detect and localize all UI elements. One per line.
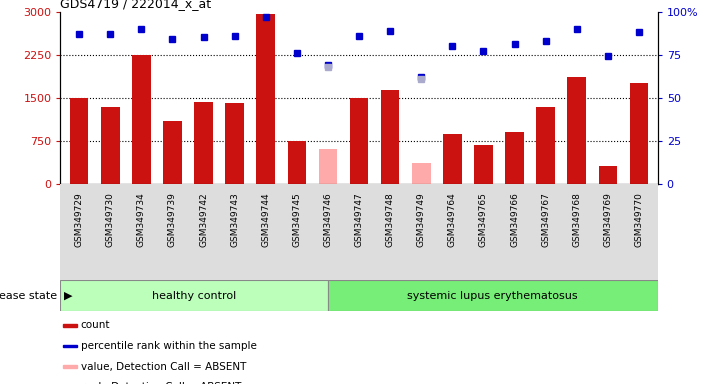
Bar bbox=[63, 344, 77, 348]
Text: rank, Detection Call = ABSENT: rank, Detection Call = ABSENT bbox=[81, 382, 241, 384]
Bar bbox=[443, 134, 461, 184]
Text: count: count bbox=[81, 320, 110, 330]
Bar bbox=[350, 98, 368, 184]
Text: GSM349744: GSM349744 bbox=[261, 192, 270, 247]
Text: GSM349770: GSM349770 bbox=[634, 192, 643, 247]
Bar bbox=[412, 163, 431, 184]
Text: GSM349749: GSM349749 bbox=[417, 192, 426, 247]
Bar bbox=[319, 149, 337, 184]
Bar bbox=[474, 145, 493, 184]
Text: percentile rank within the sample: percentile rank within the sample bbox=[81, 341, 257, 351]
Bar bbox=[287, 141, 306, 184]
Text: GSM349734: GSM349734 bbox=[137, 192, 146, 247]
Bar bbox=[132, 55, 151, 184]
Bar bbox=[630, 83, 648, 184]
Bar bbox=[536, 107, 555, 184]
Bar bbox=[506, 132, 524, 184]
Text: GSM349747: GSM349747 bbox=[355, 192, 363, 247]
Text: GSM349748: GSM349748 bbox=[385, 192, 395, 247]
Text: GDS4719 / 222014_x_at: GDS4719 / 222014_x_at bbox=[60, 0, 212, 10]
Bar bbox=[163, 121, 182, 184]
Text: GSM349769: GSM349769 bbox=[604, 192, 612, 247]
Text: GSM349743: GSM349743 bbox=[230, 192, 239, 247]
Text: GSM349768: GSM349768 bbox=[572, 192, 582, 247]
Text: GSM349745: GSM349745 bbox=[292, 192, 301, 247]
Text: GSM349746: GSM349746 bbox=[324, 192, 333, 247]
Bar bbox=[381, 90, 400, 184]
Text: GSM349766: GSM349766 bbox=[510, 192, 519, 247]
Bar bbox=[567, 77, 586, 184]
Bar bbox=[225, 103, 244, 184]
Text: ▶: ▶ bbox=[57, 291, 73, 301]
Bar bbox=[70, 98, 88, 184]
Text: GSM349730: GSM349730 bbox=[106, 192, 114, 247]
Text: disease state: disease state bbox=[0, 291, 57, 301]
Bar bbox=[101, 107, 119, 184]
Bar bbox=[599, 167, 617, 184]
Bar bbox=[63, 365, 77, 368]
Bar bbox=[63, 324, 77, 327]
Text: GSM349767: GSM349767 bbox=[541, 192, 550, 247]
FancyBboxPatch shape bbox=[60, 280, 328, 311]
Text: GSM349729: GSM349729 bbox=[75, 192, 84, 247]
Text: systemic lupus erythematosus: systemic lupus erythematosus bbox=[407, 291, 578, 301]
Bar bbox=[194, 102, 213, 184]
Text: value, Detection Call = ABSENT: value, Detection Call = ABSENT bbox=[81, 362, 246, 372]
FancyBboxPatch shape bbox=[328, 280, 658, 311]
Text: GSM349742: GSM349742 bbox=[199, 192, 208, 247]
Bar bbox=[257, 14, 275, 184]
Text: healthy control: healthy control bbox=[152, 291, 236, 301]
Text: GSM349764: GSM349764 bbox=[448, 192, 457, 247]
Text: GSM349765: GSM349765 bbox=[479, 192, 488, 247]
Text: GSM349739: GSM349739 bbox=[168, 192, 177, 247]
